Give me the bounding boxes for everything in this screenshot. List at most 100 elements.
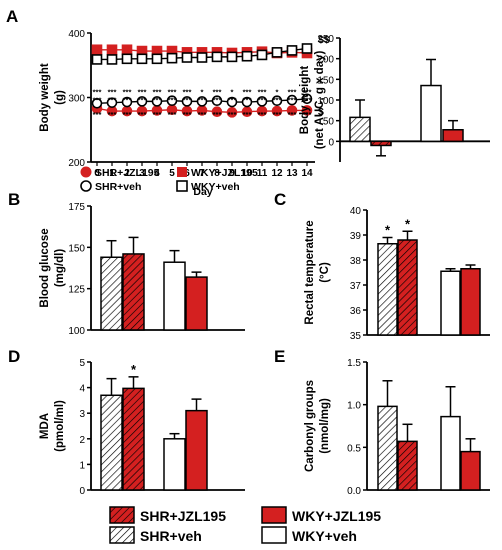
y-tick-label: 2: [79, 435, 85, 446]
panel-c-bar-chart: 35 36 37 38 39 40 Rectal temperature (°C) * *: [304, 206, 490, 342]
series-point-shr-veh: [241, 96, 253, 108]
y-tick-label: 0.5: [347, 443, 361, 454]
panel-a-y-tick-label: 300: [68, 94, 85, 105]
y-tick-label: 1.5: [347, 358, 361, 369]
significance-stars: ***: [273, 96, 282, 105]
panel-a-x-tick-label: 5: [169, 168, 175, 179]
bar-shr-jzl195: [397, 239, 418, 336]
bar-shr-veh: [377, 243, 398, 336]
y-axis-label-line: Rectal temperature: [304, 220, 316, 324]
legend-swatch-shr-jzl195: [109, 506, 135, 524]
panel-a-x-tick-label: 9: [229, 168, 235, 179]
significance-stars: ***: [168, 110, 177, 119]
panel-a-x-tick-label: 8: [214, 168, 220, 179]
y-tick-label: 100: [317, 96, 334, 107]
significance-stars: ***: [153, 96, 162, 105]
bar-wky-veh: [163, 261, 186, 331]
significance-stars: ***: [228, 110, 237, 119]
significance-stars: ***: [258, 110, 267, 119]
y-tick-label: 38: [350, 256, 362, 267]
series-point-wky-veh: [196, 52, 208, 63]
series-point-wky-veh: [166, 52, 178, 64]
series-point-shr-veh: [106, 97, 118, 108]
y-tick-label: 39: [350, 231, 362, 242]
legend-text-shr-jzl195: SHR+JZL195: [140, 508, 226, 524]
bar-shr-veh: [349, 116, 371, 143]
significance-stars: ***: [258, 96, 267, 105]
bar-wky-jzl195: [185, 409, 208, 491]
significance-stars: ***: [168, 87, 177, 96]
series-point-shr-veh: [211, 95, 223, 107]
series-point-wky-veh: [271, 47, 283, 58]
significance-stars: ***: [198, 96, 207, 105]
y-tick-label: 36: [350, 306, 362, 317]
panel-label-b: B: [8, 190, 20, 209]
panel-a-x-tick-label: 0: [94, 168, 100, 179]
panel-a-x-axis-label: Day: [193, 186, 212, 198]
y-tick-label: 1: [79, 460, 85, 471]
y-axis-label: Blood glucose (mg/dl): [39, 228, 66, 307]
y-tick-label: 50: [323, 117, 335, 128]
significance-stars: ***: [93, 96, 102, 105]
series-point-wky-veh: [286, 45, 298, 56]
series-point-shr-jzl195: [271, 105, 283, 117]
legend-swatch-shr-veh: [109, 526, 135, 544]
y-axis-label-line: (net AUC, g x day): [314, 51, 326, 150]
panel-b-bar-chart: 100 125 150 175 Blood glucose (mg/dl): [39, 202, 245, 337]
y-tick-label: 35: [350, 331, 362, 342]
panel-a-y-axis-label-line: (g): [54, 90, 66, 105]
panel-a-auc-bar-chart: 0 50 100 150 200 250 Body weight (net AUC, g x …: [299, 34, 490, 162]
panel-a-x-tick-label: 10: [241, 168, 253, 179]
panel-a-x-tick-label: 13: [286, 168, 298, 179]
panel-a-x-tick-label: 2: [124, 168, 130, 179]
bar-wky-veh: [440, 270, 461, 336]
significance-stars: ***: [138, 96, 147, 105]
bar-wky-jzl195: [460, 450, 481, 491]
legend-swatch-wky-veh: [261, 526, 287, 544]
significance-stars: ***: [108, 87, 117, 96]
series-point-shr-veh: [181, 96, 193, 107]
series-point-shr-veh: [91, 98, 103, 109]
panel-a-y-tick-label: 400: [68, 29, 85, 40]
y-tick-label: 200: [317, 55, 334, 66]
significance-stars: *: [276, 87, 279, 96]
panel-a-x-tick-label: 12: [271, 168, 283, 179]
significance-stars: ***: [273, 110, 282, 119]
significance-stars: ***: [108, 110, 117, 119]
series-point-wky-veh: [181, 52, 193, 63]
legend-marker-shr-jzl195: [80, 166, 92, 178]
significance-stars: ***: [153, 110, 162, 119]
significance-stars: ***: [303, 110, 312, 119]
significance-stars: ***: [108, 96, 117, 105]
series-point-wky-veh: [91, 54, 103, 65]
significance-stars: ***: [138, 87, 147, 96]
bar-wky-veh: [163, 438, 186, 491]
legend-marker-wky-veh: [176, 180, 188, 192]
bar-wky-jzl195: [460, 268, 481, 336]
significance-stars: ***: [243, 96, 252, 105]
y-tick-label: 40: [350, 206, 362, 217]
legend-label-shr-jzl195: SHR+JZL195: [95, 167, 160, 179]
significance-stars: ***: [183, 87, 192, 96]
series-point-wky-jzl195: [121, 44, 133, 56]
y-axis-label-line: Carbonyl groups: [304, 380, 316, 472]
series-point-shr-jzl195: [211, 106, 223, 117]
legend-marker-wky-jzl195: [177, 167, 187, 177]
y-tick-label: 37: [350, 281, 362, 292]
series-point-shr-veh: [271, 95, 283, 107]
panel-a-y-axis-label-line: Body weight: [39, 63, 51, 132]
series-point-shr-veh: [286, 94, 298, 106]
panel-a-x-tick-label: 7: [199, 168, 205, 179]
y-axis-label: Carbonyl groups (nmol/mg): [304, 380, 331, 472]
bar-wky-veh: [420, 84, 442, 143]
y-tick-label: 150: [317, 75, 334, 86]
y-axis-label-line: (pmol/ml): [54, 400, 66, 452]
significance-stars: ***: [123, 96, 132, 105]
y-tick-label: 0: [328, 137, 334, 148]
significance-stars: ***: [303, 96, 312, 105]
significance-stars: ***: [183, 96, 192, 105]
series-point-shr-veh: [121, 96, 133, 108]
bar-wky-jzl195: [442, 129, 464, 143]
legend-text-shr-veh: SHR+veh: [140, 528, 202, 544]
